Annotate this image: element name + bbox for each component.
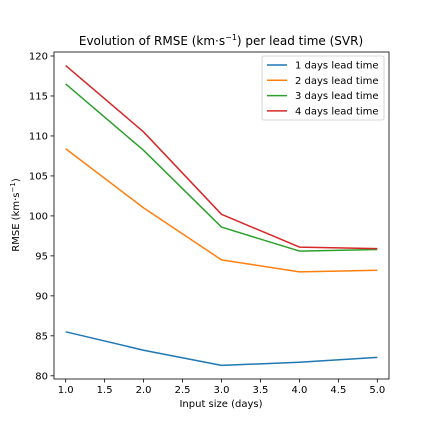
y-tick-label: 120 [29, 51, 48, 62]
y-axis: 80 85 90 95 100 105 110 115 120 [29, 51, 54, 382]
y-tick-label: 85 [35, 331, 48, 342]
legend-label: 1 days lead time [295, 61, 379, 72]
y-tick-label: 90 [35, 291, 48, 302]
x-tick-label: 4.5 [330, 385, 346, 396]
series-line-3 [65, 83, 378, 252]
x-tick-label: 3.5 [253, 385, 269, 396]
y-tick-label: 95 [35, 251, 48, 262]
x-tick-label: 3.0 [214, 385, 230, 396]
series-line-4 [65, 65, 378, 250]
y-tick-label: 115 [29, 91, 48, 102]
chart-title: Evolution of RMSE (km·s−1) per lead time… [79, 33, 363, 48]
x-tick-label: 5.0 [369, 385, 385, 396]
y-tick-label: 80 [35, 371, 48, 382]
x-tick-label: 1.5 [97, 385, 113, 396]
legend-label: 4 days lead time [295, 106, 379, 117]
legend: 1 days lead time 2 days lead time 3 days l… [261, 55, 385, 121]
legend-box [261, 55, 385, 121]
y-tick-label: 110 [29, 131, 48, 142]
x-tick-label: 2.5 [175, 385, 191, 396]
x-axis: 1.0 1.5 2.0 2.5 3.0 3.5 4.0 4.5 5.0 [58, 379, 385, 396]
x-tick-label: 4.0 [291, 385, 307, 396]
y-axis-label: RMSE (km·s−1) [9, 178, 22, 252]
legend-label: 2 days lead time [295, 76, 379, 87]
series-line-2 [65, 148, 378, 273]
x-axis-label: Input size (days) [179, 399, 262, 410]
x-tick-label: 1.0 [58, 385, 74, 396]
series-layer [65, 65, 378, 367]
legend-label: 3 days lead time [295, 91, 379, 102]
x-tick-label: 2.0 [136, 385, 152, 396]
y-tick-label: 105 [29, 171, 48, 182]
series-line-1 [65, 331, 378, 367]
y-tick-label: 100 [29, 211, 48, 222]
